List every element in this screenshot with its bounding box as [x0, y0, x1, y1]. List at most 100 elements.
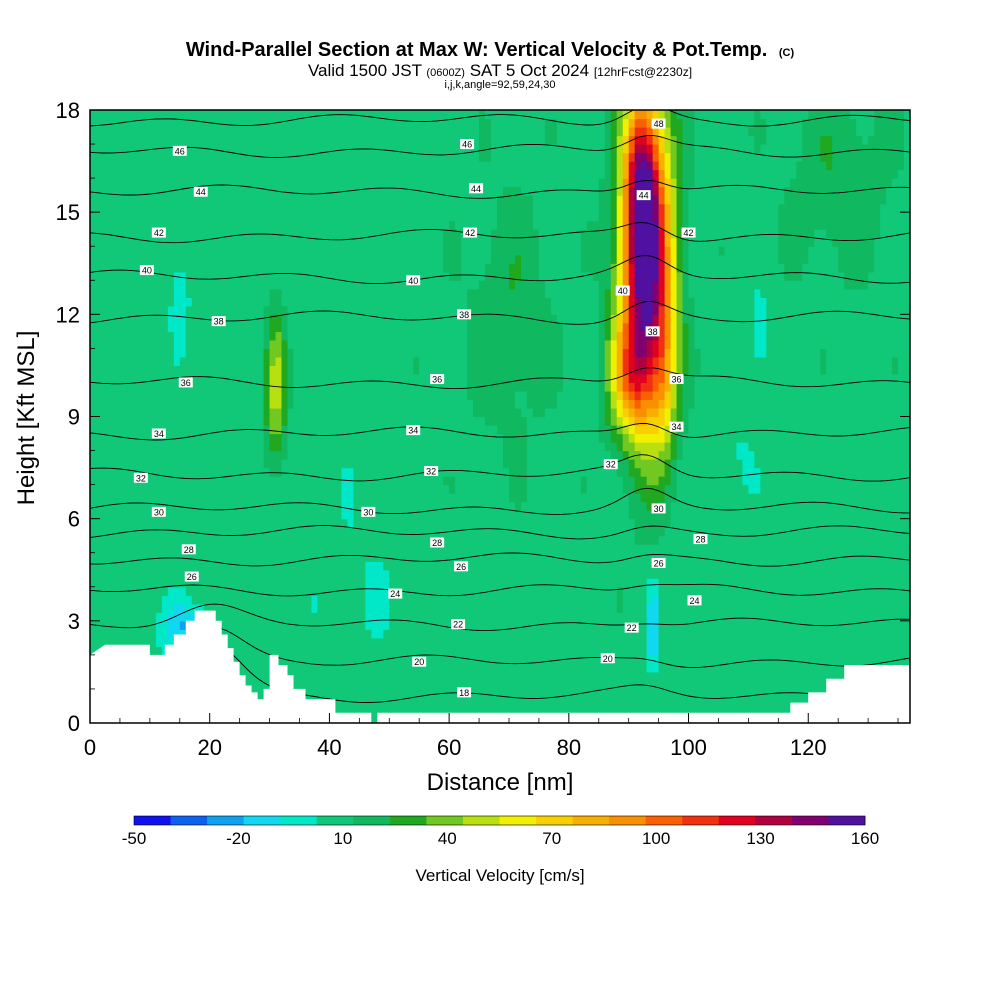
w-cell: [550, 620, 558, 630]
w-cell: [401, 654, 408, 664]
w-cell: [179, 612, 187, 622]
w-cell: [868, 510, 875, 520]
w-cell: [730, 680, 738, 690]
w-cell: [622, 612, 630, 622]
w-cell: [796, 425, 803, 435]
w-cell: [281, 544, 289, 554]
w-cell: [892, 603, 899, 613]
w-cell: [389, 561, 396, 571]
w-cell: [335, 518, 342, 528]
w-cell: [311, 578, 319, 588]
w-cell: [604, 510, 612, 520]
w-cell: [862, 569, 869, 579]
w-cell: [634, 586, 642, 596]
w-cell: [90, 552, 97, 562]
w-cell: [658, 620, 666, 630]
w-cell: [904, 416, 910, 426]
w-cell: [598, 671, 606, 682]
w-cell: [844, 654, 851, 664]
w-cell: [694, 646, 702, 656]
w-cell: [359, 586, 366, 596]
w-cell: [892, 620, 899, 630]
w-cell: [874, 654, 881, 664]
w-cell: [401, 433, 408, 443]
w-cell: [514, 680, 522, 690]
w-cell: [520, 459, 528, 469]
w-cell: [640, 603, 648, 613]
w-cell: [365, 586, 372, 596]
w-cell: [353, 705, 360, 716]
w-cell: [233, 467, 241, 477]
w-cell: [131, 484, 139, 494]
w-cell: [724, 442, 732, 452]
w-cell: [508, 493, 516, 503]
w-cell: [209, 586, 217, 596]
w-cell: [305, 688, 313, 699]
w-cell: [622, 578, 630, 588]
w-cell: [311, 671, 319, 682]
w-cell: [520, 561, 528, 571]
w-cell: [634, 629, 642, 639]
w-cell: [580, 510, 588, 520]
w-cell: [622, 561, 630, 571]
w-cell: [544, 450, 552, 460]
w-cell: [323, 467, 331, 477]
w-cell: [652, 705, 660, 716]
w-cell: [347, 688, 354, 699]
w-cell: [161, 518, 169, 528]
w-cell: [874, 450, 881, 460]
w-cell: [652, 629, 660, 639]
w-cell: [305, 501, 313, 511]
w-cell: [502, 544, 510, 554]
w-cell: [269, 476, 277, 486]
w-cell: [125, 637, 133, 647]
w-cell: [586, 671, 594, 682]
w-cell: [610, 450, 618, 460]
w-cell: [856, 544, 863, 554]
w-cell: [676, 646, 684, 656]
w-cell: [125, 450, 133, 460]
w-cell: [586, 569, 594, 579]
w-cell: [179, 425, 187, 435]
w-cell: [562, 637, 570, 647]
w-cell: [125, 578, 133, 588]
w-cell: [526, 654, 534, 664]
w-cell: [131, 501, 139, 511]
w-cell: [425, 510, 432, 520]
w-cell: [760, 654, 767, 664]
w-cell: [886, 612, 893, 622]
w-cell: [161, 629, 169, 639]
w-cell: [898, 586, 905, 596]
w-cell: [383, 493, 390, 503]
w-cell: [263, 663, 271, 673]
w-cell: [197, 493, 205, 503]
w-cell: [628, 450, 636, 460]
w-cell: [323, 433, 331, 443]
w-cell: [125, 629, 133, 639]
w-cell: [556, 680, 564, 690]
w-cell: [742, 442, 749, 452]
w-cell: [209, 407, 217, 418]
w-cell: [802, 646, 809, 656]
w-cell: [179, 535, 187, 545]
w-cell: [874, 442, 881, 452]
w-cell: [467, 467, 474, 477]
w-cell: [347, 416, 354, 426]
w-cell: [850, 433, 857, 443]
w-cell: [461, 493, 468, 503]
w-cell: [808, 569, 815, 579]
w-cell: [323, 671, 331, 682]
w-cell: [718, 637, 726, 647]
w-cell: [658, 697, 666, 707]
w-cell: [377, 450, 384, 460]
w-cell: [245, 442, 253, 452]
w-cell: [263, 586, 271, 596]
w-cell: [700, 484, 708, 494]
w-cell: [239, 467, 247, 477]
w-cell: [455, 535, 462, 545]
w-cell: [107, 484, 115, 494]
w-cell: [341, 671, 348, 682]
w-cell: [502, 493, 510, 503]
w-cell: [682, 467, 690, 477]
w-cell: [790, 535, 797, 545]
